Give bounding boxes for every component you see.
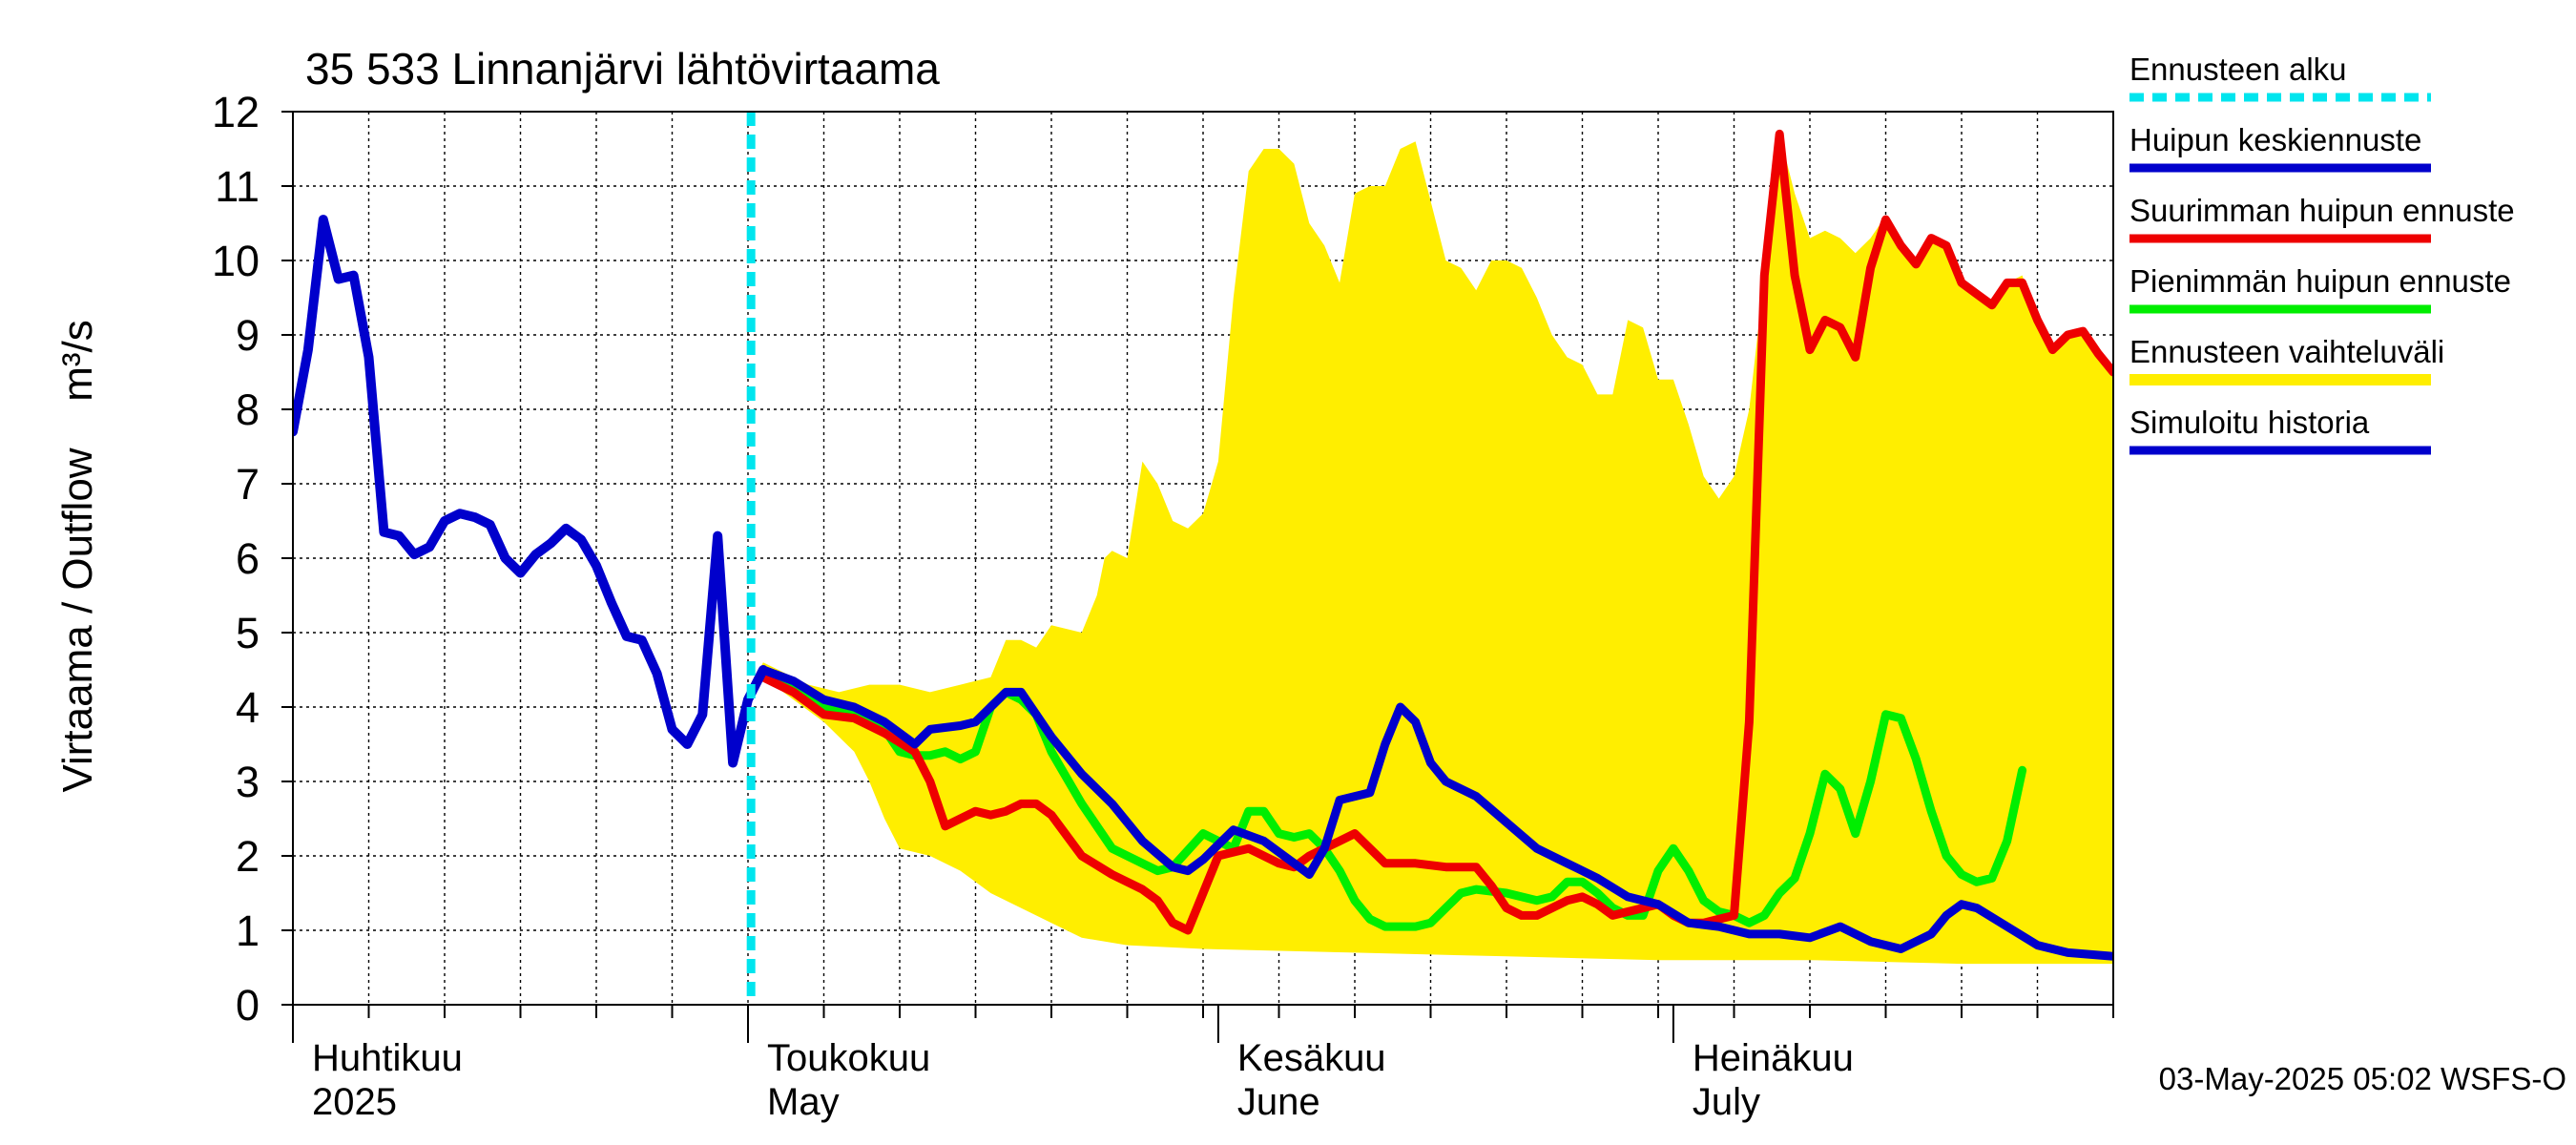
chart-title: 35 533 Linnanjärvi lähtövirtaama (305, 44, 940, 94)
month-label-en: 2025 (312, 1081, 397, 1123)
plot-area (293, 112, 2113, 1005)
max-peak-forecast-line (758, 129, 2113, 935)
y-tick-label: 4 (236, 683, 260, 732)
y-tick-label: 10 (212, 237, 260, 285)
median-peak-forecast-line (758, 665, 2113, 961)
month-label-fi: Kesäkuu (1237, 1037, 1386, 1079)
legend-label-history: Simuloitu historia (2129, 405, 2370, 440)
y-tick-label: 8 (236, 385, 260, 434)
legend-label-min: Pienimmän huipun ennuste (2129, 263, 2511, 299)
legend-label-range: Ennusteen vaihteluväli (2129, 334, 2444, 369)
forecast-range-band (748, 134, 2113, 965)
y-tick-label: 0 (236, 981, 260, 1030)
month-label-en: June (1237, 1081, 1320, 1123)
y-tick-label: 11 (215, 162, 260, 211)
y-tick-label: 7 (236, 460, 260, 509)
y-tick-label: 5 (236, 609, 260, 657)
legend-label-median: Huipun keskiennuste (2129, 122, 2421, 157)
legend-label-forecast_start: Ennusteen alku (2129, 52, 2347, 87)
y-tick-label: 2 (236, 832, 260, 881)
y-tick-label: 6 (236, 534, 260, 583)
legend-label-max: Suurimman huipun ennuste (2129, 193, 2515, 228)
legend: Ennusteen alku Huipun keskiennuste Suurimm… (2129, 52, 2515, 455)
y-axis-label: Virtaama / Outflow (54, 448, 101, 792)
month-label-en: July (1693, 1081, 1760, 1123)
y-tick-label: 9 (236, 311, 260, 360)
x-axis (292, 1005, 2114, 1043)
y-axis-unit: m³/s (54, 320, 101, 402)
month-label-en: May (767, 1081, 840, 1123)
month-label-fi: Huhtikuu (312, 1037, 463, 1079)
y-tick-label: 1 (236, 906, 260, 955)
month-label-fi: Heinäkuu (1693, 1037, 1854, 1079)
month-label-fi: Toukokuu (767, 1037, 930, 1079)
y-tick-label: 3 (236, 758, 260, 806)
y-tick-label: 12 (212, 88, 260, 136)
simulated-history-line (293, 215, 768, 768)
footer-timestamp: 03-May-2025 05:02 WSFS-O (2159, 1061, 2566, 1096)
